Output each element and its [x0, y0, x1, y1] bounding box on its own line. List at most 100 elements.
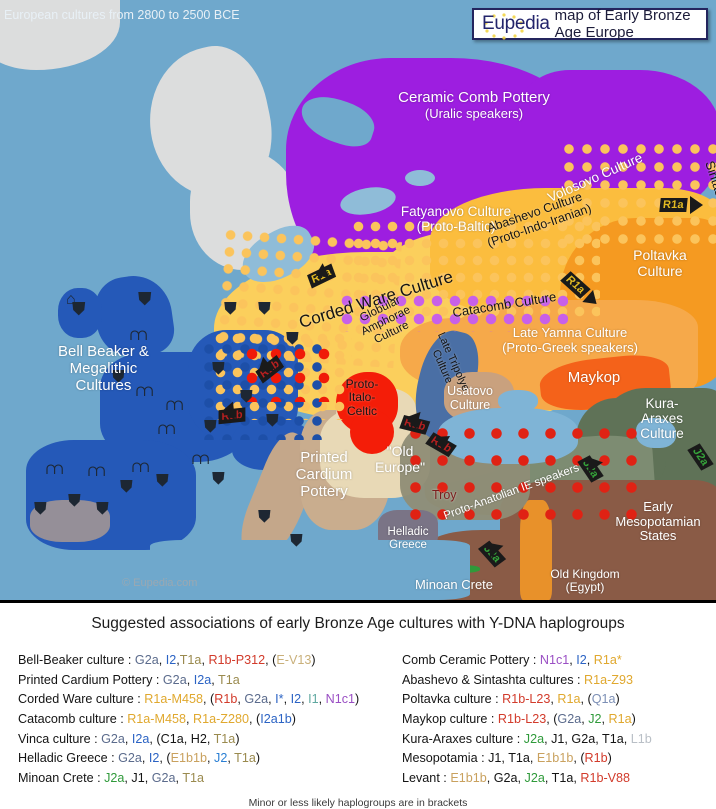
legend-haplogroup: T1a: [182, 770, 205, 785]
legend-haplogroup: ,: [517, 770, 525, 785]
legend-haplogroup: T1a: [218, 672, 240, 687]
legend-haplogroup: , (: [546, 711, 558, 726]
legend-haplogroup: G2a: [101, 731, 125, 746]
legend-row: Comb Ceramic Pottery : N1c1, I2, R1a*: [402, 651, 716, 671]
legend-haplogroup: ,: [201, 653, 209, 667]
legend-haplogroup: J2a: [104, 770, 125, 785]
legend-row: Abashevo & Sintashta cultures : R1a-Z93: [402, 671, 716, 691]
legend-haplogroup: ,: [573, 770, 581, 785]
dolmen-icon: ⛊: [258, 299, 271, 318]
legend-haplogroup: ,: [501, 751, 509, 766]
legend-haplogroup: T1a: [508, 751, 530, 766]
legend-haplogroup: ): [311, 653, 316, 667]
legend-haplogroup: , (: [203, 692, 215, 707]
dolmen-icon: ⩋: [166, 395, 184, 414]
legend-title: Suggested associations of early Bronze A…: [91, 615, 625, 632]
legend-haplogroup: L1b: [630, 731, 652, 746]
legend-haplogroup: R1b: [214, 692, 238, 707]
dolmen-icon: ⩋: [136, 381, 154, 400]
legend-haplogroup: ,: [183, 731, 191, 746]
dolmen-icon: ⛊: [266, 411, 279, 430]
legend-haplogroup: ,: [186, 711, 194, 726]
legend-haplogroup: ,: [586, 653, 594, 667]
legend-haplogroup: ): [291, 711, 296, 726]
legend-culture-name: Printed Cardium Pottery :: [18, 672, 163, 687]
legend-haplogroup: I2a1b: [260, 711, 292, 726]
legend-column-right: Comb Ceramic Pottery : N1c1, I2, R1a* Aba…: [400, 651, 716, 788]
legend-haplogroup: J2: [214, 751, 228, 766]
legend-haplogroup: R1b-V88: [580, 770, 631, 785]
legend-haplogroup: ): [607, 751, 612, 766]
beaker-icon: ⛊: [72, 299, 86, 319]
legend-columns: Bell-Beaker culture : G2a, I2,T1a, R1b-P…: [0, 633, 716, 788]
dolmen-icon: ⛊: [258, 507, 271, 526]
legend-haplogroup: ,: [265, 653, 273, 667]
dots-comb-purple: [338, 292, 568, 332]
legend-haplogroup: R1b-L23: [502, 692, 551, 707]
legend-haplogroup: H2: [190, 731, 207, 746]
legend-haplogroup: ,: [564, 731, 572, 746]
dolmen-icon: ⌂: [66, 291, 76, 308]
legend-culture-name: Kura-Araxes culture :: [402, 731, 524, 746]
legend-haplogroup: ,: [227, 751, 235, 766]
legend-haplogroup: ,: [144, 770, 152, 785]
dolmen-icon: ⩋: [192, 449, 210, 468]
dolmen-icon: ⛊: [138, 289, 152, 309]
dolmen-icon: ⩋: [130, 325, 148, 344]
dolmen-icon: ⛊: [34, 499, 47, 518]
legend-haplogroup: ,: [175, 770, 183, 785]
legend-haplogroup: ,: [581, 711, 589, 726]
legend-haplogroup: I2: [290, 692, 302, 707]
legend-haplogroup: E-V13: [276, 653, 312, 667]
legend-haplogroup: T1a: [602, 731, 624, 746]
legend-row: Bell-Beaker culture : G2a, I2,T1a, R1b-P…: [18, 651, 400, 671]
water-sea-of-azov: [498, 390, 538, 412]
legend-haplogroup: , (: [159, 751, 171, 766]
legend-haplogroup: T1a: [551, 770, 574, 785]
legend-haplogroup: T1a: [179, 653, 202, 667]
dolmen-icon: ⛊: [212, 469, 225, 488]
eupedia-logo-banner[interactable]: Eupedia map of Early Bronze Age Europe: [472, 7, 708, 41]
legend-haplogroup: I2: [148, 751, 160, 766]
legend-haplogroup: ,: [141, 751, 149, 766]
legend-haplogroup: R1a*: [593, 653, 622, 667]
legend-haplogroup: N1c1: [325, 692, 356, 707]
watermark: © Eupedia.com: [122, 577, 198, 589]
legend-haplogroup: G2a: [151, 770, 176, 785]
legend-haplogroup: C1a: [160, 731, 184, 746]
legend-haplogroup: ,: [544, 770, 552, 785]
legend-haplogroup: , (: [580, 692, 592, 707]
water-caspian-sea: [636, 418, 676, 448]
legend-haplogroup: I*: [275, 692, 284, 707]
legend-haplogroup: E1b1b: [170, 751, 208, 766]
legend-haplogroup: T1a: [234, 751, 256, 766]
region-mesopotamia-2: [430, 530, 716, 600]
water-mediterranean: [150, 540, 470, 600]
legend-haplogroup: ,: [529, 751, 537, 766]
legend-haplogroup: , (: [149, 731, 161, 746]
legend-culture-name: Mesopotamia :: [402, 751, 489, 766]
legend-haplogroup: E1b1b: [536, 751, 574, 766]
legend-row: Mesopotamia : J1, T1a, E1b1b, (R1b): [402, 749, 716, 769]
legend-culture-name: Vinca culture :: [18, 731, 102, 746]
logo-brand: Eupedia: [482, 13, 550, 34]
legend-haplogroup: ): [235, 731, 240, 746]
legend-row: Kura-Araxes culture : J2a, J1, G2a, T1a,…: [402, 730, 716, 750]
region-cardium-iberia-coast: [30, 500, 110, 542]
legend-haplogroup: , (: [249, 711, 261, 726]
dolmen-icon: ⛊: [156, 471, 169, 490]
map-canvas: ⌂ ⛊ ⛊ ⩋ ⛊ ⩋ ⩋ ⩋ ⛊ ⩋ ⩋ ⛊ ⩋ ⩋ ⛊ ⛊ ⛊ ⛊ ⛊ ⛊ …: [0, 0, 716, 600]
legend-haplogroup: R1b-P312: [208, 653, 266, 667]
legend-row: Helladic Greece : G2a, I2, (E1b1b, J2, T…: [18, 749, 400, 769]
legend-row: Catacomb culture : R1a-M458, R1a-Z280, (…: [18, 710, 400, 730]
region-proto-italo-celtic-2: [350, 410, 394, 454]
legend-haplogroup: I1: [308, 692, 319, 707]
legend-haplogroup: ,: [206, 731, 214, 746]
legend-haplogroup: ,: [237, 692, 245, 707]
dolmen-icon: ⩋: [88, 461, 106, 480]
legend-row: Printed Cardium Pottery : G2a, I2a, T1a: [18, 671, 400, 691]
dolmen-icon: ⛊: [120, 477, 133, 496]
legend-row: Levant : E1b1b, G2a, J2a, T1a, R1b-V88: [402, 769, 716, 789]
legend-haplogroup: I2a: [193, 672, 212, 687]
legend-culture-name: Catacomb culture :: [18, 711, 128, 726]
